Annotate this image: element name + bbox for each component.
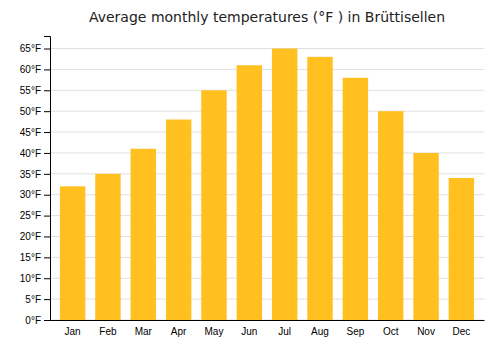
tick-mark — [44, 236, 50, 237]
tick: 30°F — [20, 189, 50, 200]
bar — [237, 65, 262, 320]
tick-label: Jul — [278, 326, 291, 337]
bar — [307, 57, 332, 320]
tick-label: Apr — [171, 326, 187, 337]
tick: Oct — [383, 326, 399, 337]
tick-label: Feb — [99, 326, 117, 337]
tick: 35°F — [20, 169, 50, 180]
tick-label: Dec — [452, 326, 470, 337]
grid-line — [50, 111, 484, 112]
tick: Apr — [171, 326, 187, 337]
tick: 60°F — [20, 64, 50, 75]
tick-label: 40°F — [20, 148, 41, 159]
tick-label: Aug — [311, 326, 329, 337]
tick-mark — [44, 216, 50, 217]
grid-line — [50, 132, 484, 133]
bars — [60, 49, 474, 320]
tick-mark — [44, 320, 50, 321]
tick-label: Sep — [346, 326, 364, 337]
tick-label: 60°F — [20, 64, 41, 75]
bar — [413, 153, 438, 320]
tick: 25°F — [20, 210, 50, 221]
tick-label: May — [205, 326, 224, 337]
tick-mark — [44, 49, 50, 50]
tick-label: Jun — [241, 326, 257, 337]
axis-line — [44, 37, 51, 321]
tick-label: Nov — [417, 326, 435, 337]
tick-label: 5°F — [25, 294, 41, 305]
tick-label: Oct — [383, 326, 399, 337]
tick-label: 25°F — [20, 210, 41, 221]
grid-line — [50, 69, 484, 70]
tick-mark — [44, 132, 50, 133]
tick-mark — [44, 278, 50, 279]
tick: Mar — [135, 326, 153, 337]
bar — [95, 174, 120, 320]
tick: Aug — [311, 326, 329, 337]
tick: 15°F — [20, 252, 50, 263]
bar — [449, 178, 474, 320]
tick-mark — [44, 174, 50, 175]
title: Average monthly temperatures (°F ) in Br… — [89, 9, 445, 25]
bar — [272, 49, 297, 320]
tick-label: 55°F — [20, 85, 41, 96]
tick-label: 30°F — [20, 189, 41, 200]
tick-mark — [44, 111, 50, 112]
tick-label: 65°F — [20, 43, 41, 54]
tick: Nov — [417, 326, 435, 337]
tick-label: 20°F — [20, 231, 41, 242]
tick: 65°F — [20, 43, 50, 54]
tick: May — [205, 326, 224, 337]
bar — [60, 186, 85, 320]
tick-mark — [44, 257, 50, 258]
tick-label: 50°F — [20, 106, 41, 117]
tick-label: 15°F — [20, 252, 41, 263]
tick: Jul — [278, 326, 291, 337]
tick-mark — [44, 69, 50, 70]
y-axis: 0°F 5°F 10°F 15°F 20°F 25°F 30°F 35°F 40°F 45°F 50… — [20, 37, 51, 326]
bar — [343, 78, 368, 320]
tick: 50°F — [20, 106, 50, 117]
tick-label: 10°F — [20, 273, 41, 284]
tick: Jan — [65, 326, 81, 337]
tick-label: 35°F — [20, 169, 41, 180]
tick-mark — [44, 90, 50, 91]
tick: 10°F — [20, 273, 50, 284]
tick: 55°F — [20, 85, 50, 96]
grid-line — [50, 90, 484, 91]
tick: Jun — [241, 326, 257, 337]
tick: 0°F — [25, 315, 50, 326]
tick: Dec — [452, 326, 470, 337]
bar — [166, 120, 191, 320]
plot: 0°F 5°F 10°F 15°F 20°F 25°F 30°F 35°F 40°F 45°F 50… — [20, 37, 485, 338]
tick-label: 0°F — [25, 315, 41, 326]
tick: Feb — [99, 326, 117, 337]
tick-mark — [44, 153, 50, 154]
bar — [378, 111, 403, 320]
tick-mark — [44, 299, 50, 300]
grid — [50, 49, 484, 320]
tick: 40°F — [20, 148, 50, 159]
tick: 5°F — [25, 294, 50, 305]
tick-label: 45°F — [20, 127, 41, 138]
grid-line — [50, 48, 484, 49]
tick-label: Mar — [135, 326, 153, 337]
tick: 20°F — [20, 231, 50, 242]
tick: 45°F — [20, 127, 50, 138]
axis-line — [51, 320, 485, 321]
bar — [201, 90, 226, 320]
tick-mark — [44, 195, 50, 196]
x-axis: Jan Feb Mar Apr May Jun Jul Aug Sep Oct Nov Dec — [51, 321, 485, 338]
tick-label: Jan — [65, 326, 81, 337]
tick: Sep — [346, 326, 364, 337]
bar — [131, 149, 156, 320]
chart: 0°F 5°F 10°F 15°F 20°F 25°F 30°F 35°F 40°F 45°F 50… — [0, 0, 500, 350]
